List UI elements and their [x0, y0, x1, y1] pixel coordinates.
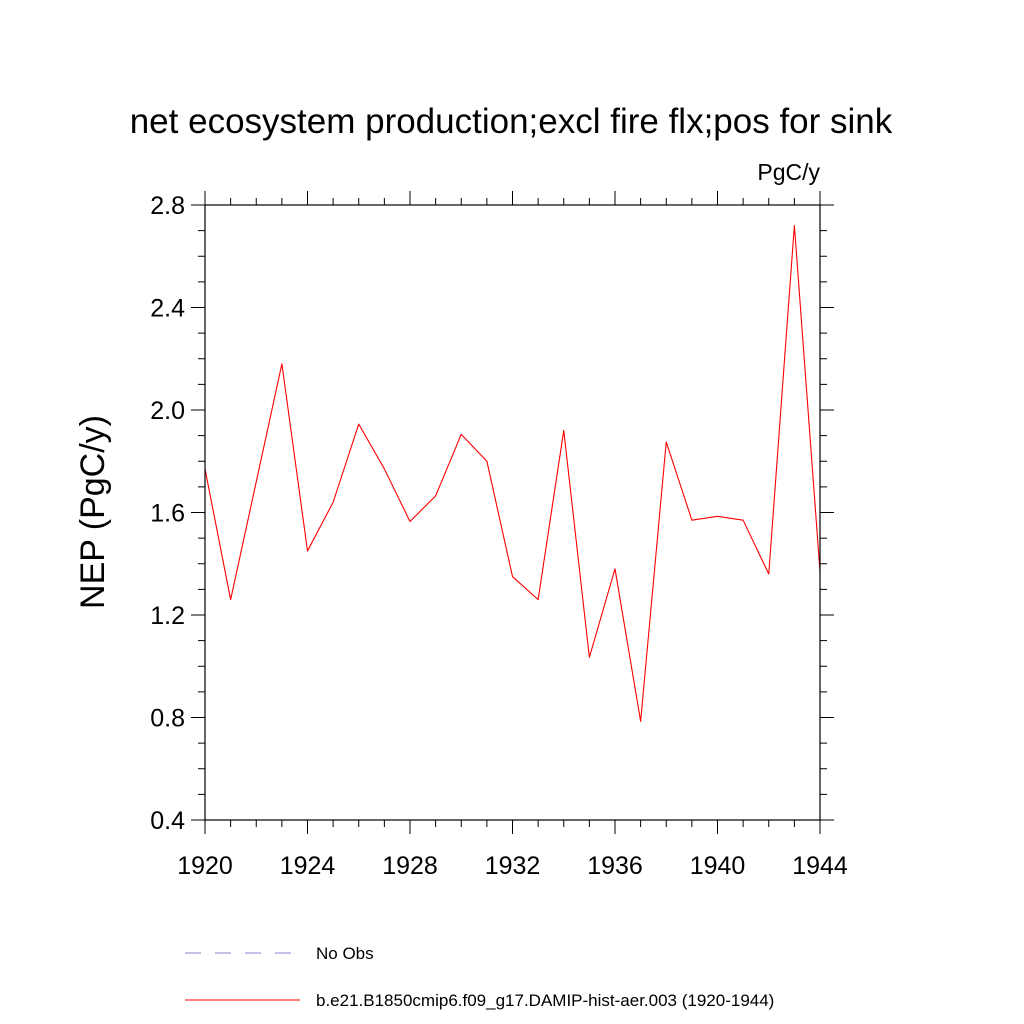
series-line: [204, 224, 821, 722]
plot-frame: [204, 204, 821, 821]
x-tick-label: 1944: [792, 852, 848, 880]
x-tick-label: 1932: [485, 852, 541, 880]
units-label: PgC/y: [757, 159, 820, 185]
y-tick-label: 2.8: [150, 192, 185, 220]
legend: No Obs b.e21.B1850cmip6.f09_g17.DAMIP-hi…: [185, 944, 774, 1010]
tick-labels: 0.4 0.8 1.2 1.6 2.0 2.4 2.8 1920 1924 1928 1932 193…: [150, 192, 848, 880]
y-tick-label: 2.0: [150, 397, 185, 425]
series-lines: [204, 224, 821, 722]
x-tick-label: 1920: [177, 852, 233, 880]
y-tick-label: 0.8: [150, 705, 185, 733]
x-tick-label: 1924: [280, 852, 336, 880]
legend-label-model-run: b.e21.B1850cmip6.f09_g17.DAMIP-hist-aer.…: [316, 991, 774, 1010]
y-axis-label: NEP (PgC/y): [74, 415, 112, 609]
legend-label-no-obs: No Obs: [316, 944, 374, 963]
x-tick-label: 1940: [690, 852, 746, 880]
axis-ticks: [191, 191, 834, 834]
y-tick-label: 1.6: [150, 500, 185, 528]
chart-title: net ecosystem production;excl fire flx;p…: [130, 102, 893, 141]
y-tick-label: 2.4: [150, 295, 185, 323]
y-tick-label: 0.4: [150, 807, 185, 835]
x-tick-label: 1936: [587, 852, 643, 880]
x-tick-label: 1928: [382, 852, 438, 880]
y-tick-label: 1.2: [150, 602, 185, 630]
